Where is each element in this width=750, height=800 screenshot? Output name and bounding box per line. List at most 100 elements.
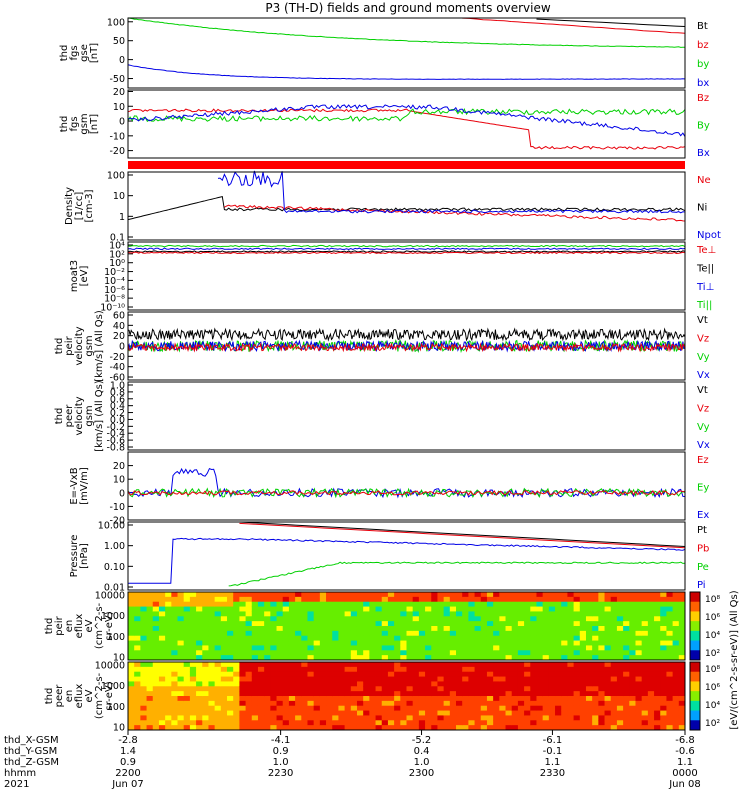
heat-cell [189, 635, 197, 642]
heat-cell [301, 592, 308, 598]
heat-cell [474, 666, 482, 673]
heat-cell [363, 611, 370, 617]
heat-cell [189, 662, 197, 668]
heat-cell [214, 681, 222, 687]
heat-cell [295, 626, 302, 632]
heat-cell [579, 691, 587, 697]
heat-cell [245, 681, 253, 687]
heat-cell [165, 645, 172, 651]
heat-cell [128, 686, 135, 692]
heat-cell [202, 616, 209, 622]
heat-cell [425, 686, 432, 692]
heat-cell [493, 616, 500, 622]
heat-cell [189, 715, 197, 721]
heat-cell [344, 621, 352, 627]
heat-cell [641, 676, 649, 682]
heat-cell [499, 592, 507, 598]
heat-cell [437, 645, 445, 651]
heat-cell [425, 666, 432, 673]
heat-cell [524, 681, 531, 687]
heat-cell [443, 681, 451, 687]
heat-cell [208, 645, 216, 651]
heat-cell [654, 650, 661, 656]
heat-cell [196, 596, 203, 603]
heat-cell [171, 671, 179, 678]
heat-cell [158, 691, 166, 697]
heat-cell [641, 725, 649, 731]
heat-cell [338, 705, 346, 712]
trace-bx [127, 64, 686, 80]
heat-cell [598, 596, 606, 603]
heat-cell [592, 655, 599, 661]
heat-cell [604, 645, 612, 651]
heat-cell [623, 645, 630, 651]
heat-cell [505, 696, 513, 702]
trace-Vx [127, 339, 686, 353]
heat-cell [140, 592, 148, 598]
heat-cell [128, 705, 135, 712]
heat-cell [134, 686, 141, 692]
heat-cell [387, 635, 395, 642]
heat-cell [598, 686, 606, 692]
heat-cell [227, 601, 234, 608]
heat-cell [295, 611, 302, 617]
heat-cell [239, 720, 247, 726]
heat-cell [561, 650, 568, 656]
heat-cell [437, 596, 445, 603]
heat-cell [369, 666, 377, 673]
heat-cell [629, 645, 636, 651]
heat-cell [579, 606, 587, 612]
heat-cell [220, 606, 228, 612]
heat-cell [326, 681, 333, 687]
heat-cell [189, 645, 197, 651]
heat-cell [381, 650, 389, 656]
heat-cell [239, 686, 247, 692]
ylabel-line: eV [84, 619, 95, 632]
heat-cell [313, 662, 321, 668]
heat-cell [517, 611, 525, 617]
heat-cell [511, 710, 519, 716]
heat-cell [288, 666, 296, 673]
heat-cell [189, 686, 197, 692]
heat-cell [468, 696, 476, 702]
ylabel-line: gsm [84, 335, 95, 356]
heat-cell [524, 686, 531, 692]
heat-cell [394, 655, 401, 661]
heat-cell [196, 621, 203, 627]
heat-cell [635, 676, 643, 682]
heat-cell [257, 710, 265, 716]
heat-cell [295, 705, 302, 712]
heat-cell [146, 662, 154, 668]
heat-cell [152, 635, 160, 642]
heat-cell [462, 640, 469, 646]
heat-cell [474, 671, 482, 678]
heat-cell [660, 611, 667, 617]
heat-cell [536, 640, 544, 646]
heat-cell [189, 710, 197, 716]
heat-cell [189, 650, 197, 656]
heat-cell [282, 650, 290, 656]
ytick-label: -0.4 [106, 429, 125, 440]
heat-cell [548, 621, 556, 627]
heat-cell [629, 606, 636, 612]
heat-cell [530, 681, 537, 687]
heat-cell [629, 650, 636, 656]
heat-cell [338, 691, 346, 697]
heat-cell [598, 725, 606, 731]
heat-cell [394, 621, 401, 627]
heat-cell [208, 686, 216, 692]
heat-cell [616, 655, 624, 661]
heat-cell [530, 691, 537, 697]
ytick-label: -50 [109, 74, 125, 85]
heat-cell [499, 645, 507, 651]
heat-cell [579, 696, 587, 702]
heat-cell [567, 671, 575, 678]
heat-cell [517, 645, 525, 651]
heat-cell [542, 686, 550, 692]
heat-cell [288, 676, 296, 682]
heat-cell [666, 705, 674, 712]
heat-cell [233, 592, 240, 598]
heat-cell [239, 601, 247, 608]
heat-cell [332, 650, 339, 656]
